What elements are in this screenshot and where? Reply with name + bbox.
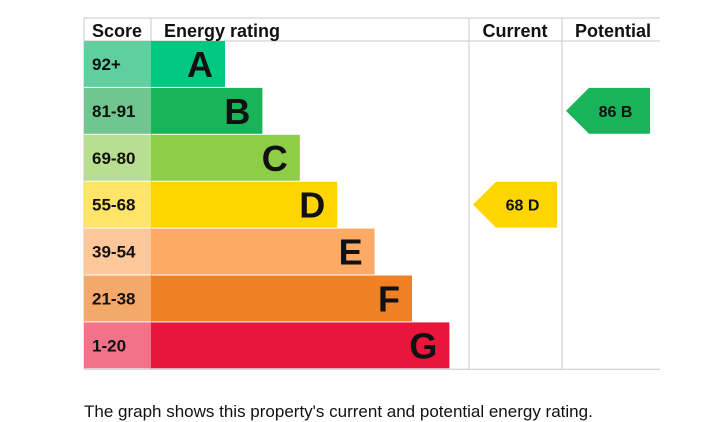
- score-range-b: 81-91: [92, 102, 135, 121]
- band-letter-e: E: [339, 232, 363, 273]
- band-letter-f: F: [378, 278, 400, 319]
- score-cell-f: [84, 275, 151, 322]
- band-bar-e: [151, 228, 375, 275]
- potential-rating-arrow: [566, 87, 650, 134]
- footnote: The graph shows this property's current …: [84, 402, 593, 421]
- score-range-c: 69-80: [92, 149, 135, 168]
- energy-rating-chart: Score Energy rating Current Potential 92…: [83, 17, 660, 370]
- score-cell-d: [84, 181, 151, 228]
- band-bar-a: [151, 41, 225, 87]
- score-cell-e: [84, 228, 151, 275]
- score-cell-a: [84, 41, 151, 87]
- band-letter-a: A: [187, 44, 213, 85]
- score-cell-g: [84, 322, 151, 369]
- potential-rating-label: 86 B: [599, 104, 633, 121]
- score-header: Score: [92, 21, 142, 41]
- band-letter-d: D: [299, 185, 325, 226]
- score-range-d: 55-68: [92, 196, 135, 215]
- band-bar-b: [151, 87, 263, 134]
- score-range-f: 21-38: [92, 289, 135, 308]
- current-rating-arrow: [473, 181, 557, 228]
- chart-headers: Score Energy rating Current Potential: [92, 21, 651, 41]
- band-letter-g: G: [409, 325, 437, 366]
- current-header: Current: [482, 21, 547, 41]
- score-cell-c: [84, 134, 151, 181]
- score-range-e: 39-54: [92, 243, 136, 262]
- score-range-a: 92+: [92, 55, 121, 74]
- band-bar-f: [151, 275, 412, 322]
- band-letter-b: B: [224, 91, 250, 132]
- band-bar-d: [151, 181, 338, 228]
- band-bar-c: [151, 134, 300, 181]
- band-bar-g: [151, 322, 450, 369]
- rating-bands: 92+ A 81-91 B 69-80 C 55-68 D 39-54 E 21-38 F 1-20 G: [84, 41, 450, 369]
- score-range-g: 1-20: [92, 336, 126, 355]
- score-cell-b: [84, 87, 151, 134]
- band-letter-c: C: [262, 138, 288, 179]
- current-rating-label: 68 D: [506, 198, 540, 215]
- rating-indicators: 68 D 86 B: [473, 87, 650, 228]
- potential-header: Potential: [575, 21, 651, 41]
- energy-rating-header: Energy rating: [164, 21, 280, 41]
